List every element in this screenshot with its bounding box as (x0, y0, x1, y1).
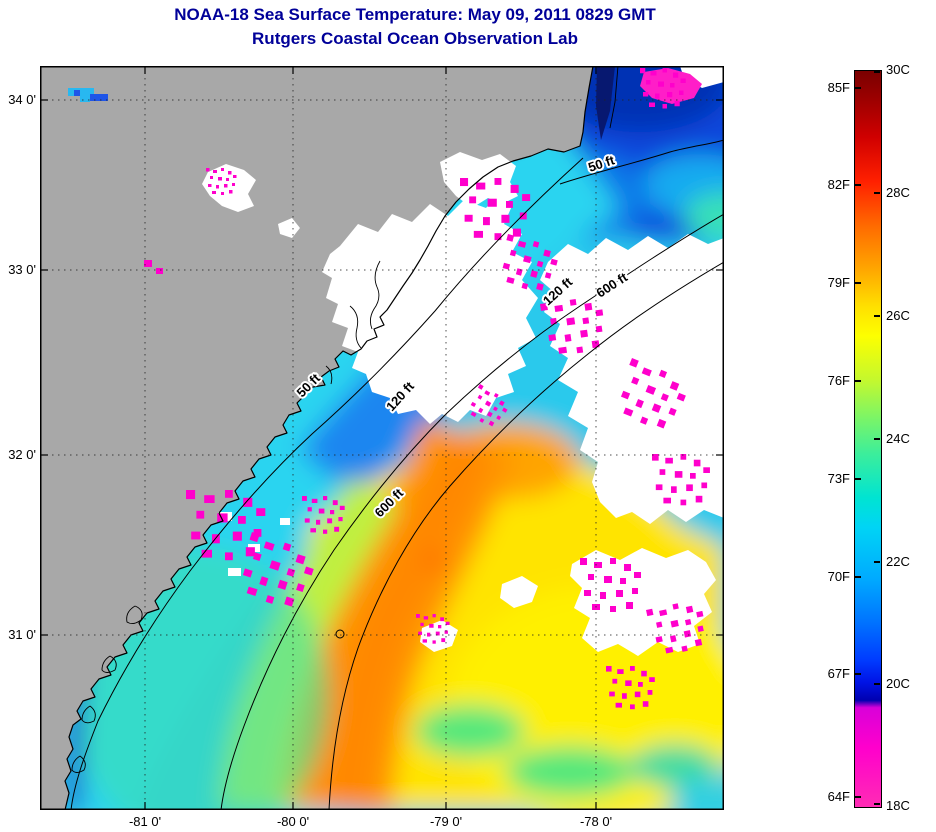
contour-50ft-ne (559, 139, 724, 185)
depth-contours (70, 139, 724, 810)
x-tick-label: -80 0' (276, 814, 310, 829)
y-tick-label: 31 0' (8, 627, 36, 642)
colorbar-label-c: 18C (886, 798, 910, 813)
colorbar-label-c: 20C (886, 676, 910, 691)
colorbar-tick (874, 438, 880, 440)
y-tick-label: 32 0' (8, 447, 36, 462)
land-region (40, 66, 593, 810)
colorbar-label-c: 30C (886, 62, 910, 77)
sst-map: 50 ft 120 ft 600 ft 50 ft 120 ft 600 ft (40, 66, 724, 810)
colorbar-tick (874, 561, 880, 563)
y-tick-label: 33 0' (8, 262, 36, 277)
contour-120ft (220, 213, 724, 810)
colorbar-tick (855, 796, 861, 798)
figure-title: NOAA-18 Sea Surface Temperature: May 09,… (174, 5, 656, 24)
colorbar-label-f: 73F (827, 471, 850, 486)
colorbar-label-f: 70F (827, 569, 850, 584)
land-data-glyph (68, 88, 108, 102)
cloud-flag-speckles (144, 68, 710, 710)
contour-600ft (328, 261, 724, 810)
colorbar-label-c: 24C (886, 431, 910, 446)
colorbar-label-f: 67F (827, 666, 850, 681)
axes-frame (40, 66, 724, 810)
colorbar-label-c: 22C (886, 554, 910, 569)
cape-river (596, 66, 615, 140)
colorbar-tick (855, 576, 861, 578)
colorbar-tick (855, 673, 861, 675)
colorbar-tick (855, 282, 861, 284)
graticule (40, 66, 724, 810)
colorbar-tick (874, 192, 880, 194)
x-tick-label: -79 0' (429, 814, 463, 829)
station-marker (335, 629, 345, 639)
colorbar-label-c: 26C (886, 308, 910, 323)
x-tick-label: -81 0' (128, 814, 162, 829)
colorbar-tick (855, 87, 861, 89)
colorbar-tick (855, 184, 861, 186)
figure-subtitle: Rutgers Coastal Ocean Observation Lab (252, 29, 578, 48)
x-tick-label: -78 0' (579, 814, 613, 829)
colorbar-label-f: 64F (827, 789, 850, 804)
colorbar-tick (874, 71, 880, 73)
colorbar-tick (855, 478, 861, 480)
colorbar-label-c: 28C (886, 185, 910, 200)
colorbar-tick (874, 315, 880, 317)
contour-50ft (70, 157, 584, 810)
colorbar-tick (874, 683, 880, 685)
y-tick-label: 34 0' (8, 92, 36, 107)
colorbar-label-f: 82F (827, 177, 850, 192)
colorbar-label-f: 79F (827, 275, 850, 290)
colorbar-tick (874, 803, 880, 805)
colorbar-label-f: 76F (827, 373, 850, 388)
coastline (64, 66, 619, 810)
colorbar-tick (855, 380, 861, 382)
colorbar-label-f: 85F (827, 80, 850, 95)
